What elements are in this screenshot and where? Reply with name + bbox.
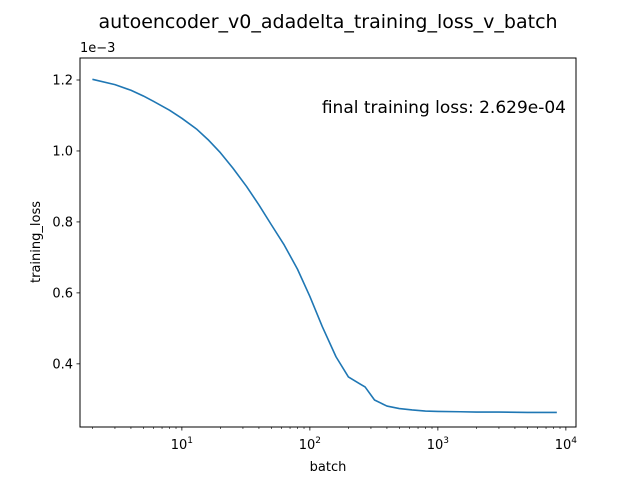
plot-frame bbox=[79, 57, 577, 428]
y-offset-label: 1e−3 bbox=[80, 41, 115, 56]
y-axis-label: training_loss bbox=[29, 201, 44, 283]
y-tick-label: 0.8 bbox=[52, 215, 73, 230]
plot-area bbox=[79, 57, 577, 428]
chart-title: autoencoder_v0_adadelta_training_loss_v_… bbox=[98, 11, 557, 33]
x-tick-label: 101 bbox=[171, 436, 193, 453]
final-loss-annotation: final training loss: 2.629e-04 bbox=[322, 98, 566, 118]
x-tick-label: 102 bbox=[299, 436, 321, 453]
y-tick-label: 1.2 bbox=[52, 73, 73, 88]
y-tick-label: 0.4 bbox=[52, 357, 73, 372]
y-tick-label: 1.0 bbox=[52, 144, 73, 159]
x-tick-label: 103 bbox=[427, 436, 449, 453]
series-line-0 bbox=[92, 78, 557, 414]
x-axis-label: batch bbox=[310, 460, 347, 475]
y-tick-label: 0.6 bbox=[52, 286, 73, 301]
x-tick-label: 104 bbox=[555, 436, 578, 453]
